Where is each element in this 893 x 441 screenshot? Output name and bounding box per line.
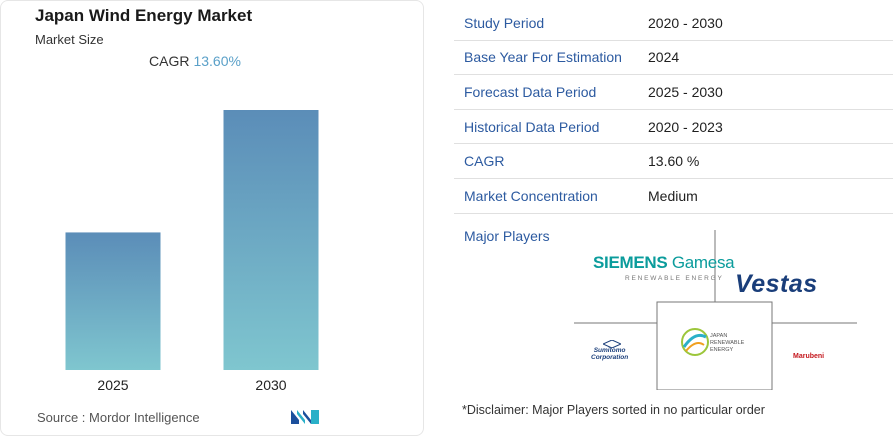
disclaimer-text: *Disclaimer: Major Players sorted in no …: [462, 403, 765, 417]
info-label: Historical Data Period: [464, 118, 600, 135]
chart-subtitle: Market Size: [35, 32, 104, 47]
info-row-cagr: CAGR 13.60 %: [454, 144, 893, 179]
info-value: 2025 - 2030: [648, 83, 723, 100]
x-tick-label: 2030: [255, 377, 286, 393]
marubeni-logo: Marubeni: [793, 353, 825, 360]
vestas-logo: Vestas: [735, 270, 818, 298]
siemens-gamesa-logo: SIEMENS Gamesa RENEWABLE ENERGY: [593, 253, 735, 282]
siemens-text: SIEMENS: [593, 253, 668, 272]
x-tick-label: 2025: [97, 377, 128, 393]
jre-line3: ENERGY: [710, 347, 734, 353]
jre-line1: JAPAN: [710, 333, 728, 339]
info-row-forecast-period: Forecast Data Period 2025 - 2030: [454, 75, 893, 110]
jre-logo-icon: [681, 328, 709, 356]
sumitomo-logo: Sumitomo Corporation: [591, 347, 628, 361]
info-value: 2020 - 2030: [648, 14, 723, 31]
sumitomo-line2: Corporation: [591, 354, 629, 361]
info-label: Study Period: [464, 14, 545, 31]
info-label: CAGR: [464, 153, 505, 170]
info-value: 2020 - 2023: [648, 118, 723, 135]
source-text: Source : Mordor Intelligence: [37, 410, 200, 425]
mordor-logo-icon: [291, 410, 319, 424]
info-value: 13.60 %: [648, 153, 700, 170]
cagr-value: 13.60%: [193, 53, 241, 69]
jre-line2: RENEWABLE: [710, 340, 745, 346]
players-grid: [574, 230, 857, 390]
siemens-sub-text: RENEWABLE ENERGY: [625, 275, 724, 282]
info-row-base-year: Base Year For Estimation 2024: [454, 41, 893, 76]
major-players-label: Major Players: [464, 228, 550, 244]
info-value: Medium: [648, 187, 698, 204]
info-table: Study Period 2020 - 2030 Base Year For E…: [454, 6, 893, 214]
bar-2025: [65, 232, 161, 370]
info-value: 2024: [648, 49, 680, 66]
chart-title: Japan Wind Energy Market: [35, 6, 253, 25]
info-row-market-concentration: Market Concentration Medium: [454, 179, 893, 214]
cagr-label: CAGR 13.60%: [149, 53, 241, 69]
info-label: Market Concentration: [464, 187, 598, 204]
info-label: Base Year For Estimation: [464, 49, 622, 66]
info-label: Forecast Data Period: [464, 83, 597, 100]
sumitomo-mark-icon: [603, 340, 621, 348]
sumitomo-line1: Sumitomo: [593, 347, 626, 354]
info-row-historical-period: Historical Data Period 2020 - 2023: [454, 110, 893, 145]
gamesa-text: Gamesa: [671, 253, 735, 272]
cagr-label-text: CAGR: [149, 53, 190, 69]
bar-2030: [223, 110, 319, 370]
jre-logo-text: JAPAN RENEWABLE ENERGY: [710, 333, 744, 354]
bar-chart: 2025 2030: [65, 110, 319, 393]
info-row-study-period: Study Period 2020 - 2030: [454, 6, 893, 41]
